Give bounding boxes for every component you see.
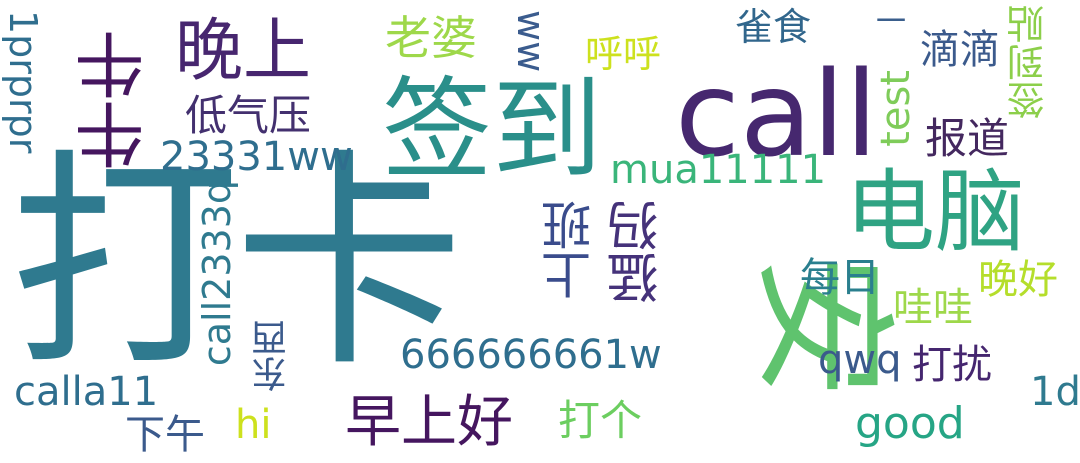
word-xiawu: 下午 [125,412,205,458]
word-23331ww: 23331ww [160,134,353,180]
word-diannao: 电脑 [845,160,1025,265]
word-didi: 滴滴 [920,27,1000,73]
word-dage: 打个 [558,396,643,445]
word-shangban: 上班 [541,200,599,300]
word-ww: ww [509,10,553,73]
word-dongxi: 东西 [252,320,293,392]
word-qiandao: 签到 [382,66,602,194]
word-zaoshanghao: 早上好 [345,390,513,455]
word-mua11111: mua11111 [610,147,827,193]
word-666666661w: 666666661w [400,332,662,378]
word-calla11: calla11 [14,369,159,415]
word-niuniu: 牛牛 [74,30,156,170]
word-1d: 1d [1030,369,1080,415]
word-wanshang: 晚上 [175,12,312,91]
word-mengma: 猛犸 [608,200,668,304]
word-meiri: 每日 [800,255,880,301]
word-qwq: qwq [818,337,902,383]
word-huhu: 呼呼 [585,32,662,76]
word-call2333q: call2333q [195,180,239,367]
word-queshi: 雀食 [735,5,812,49]
word-1prprpr: 1prprpr [1,10,45,154]
word-good: good [855,398,965,449]
word-hi: hi [235,402,272,448]
word-darao: 打扰 [912,342,992,388]
word-wanhao: 晚好 [978,257,1058,303]
word-call: call [675,45,878,183]
word-qiandaotie: 签到贴 [1007,5,1051,119]
word-daka: 打卡 [10,131,464,398]
word-wawa: 哇哇 [893,285,973,331]
word-yi: 一 [870,5,905,35]
word-baodao: 报道 [925,114,1010,163]
word-diqiya: 低气压 [185,91,312,140]
word-test: test [873,70,919,147]
word-laopo: 老婆 [385,11,477,65]
